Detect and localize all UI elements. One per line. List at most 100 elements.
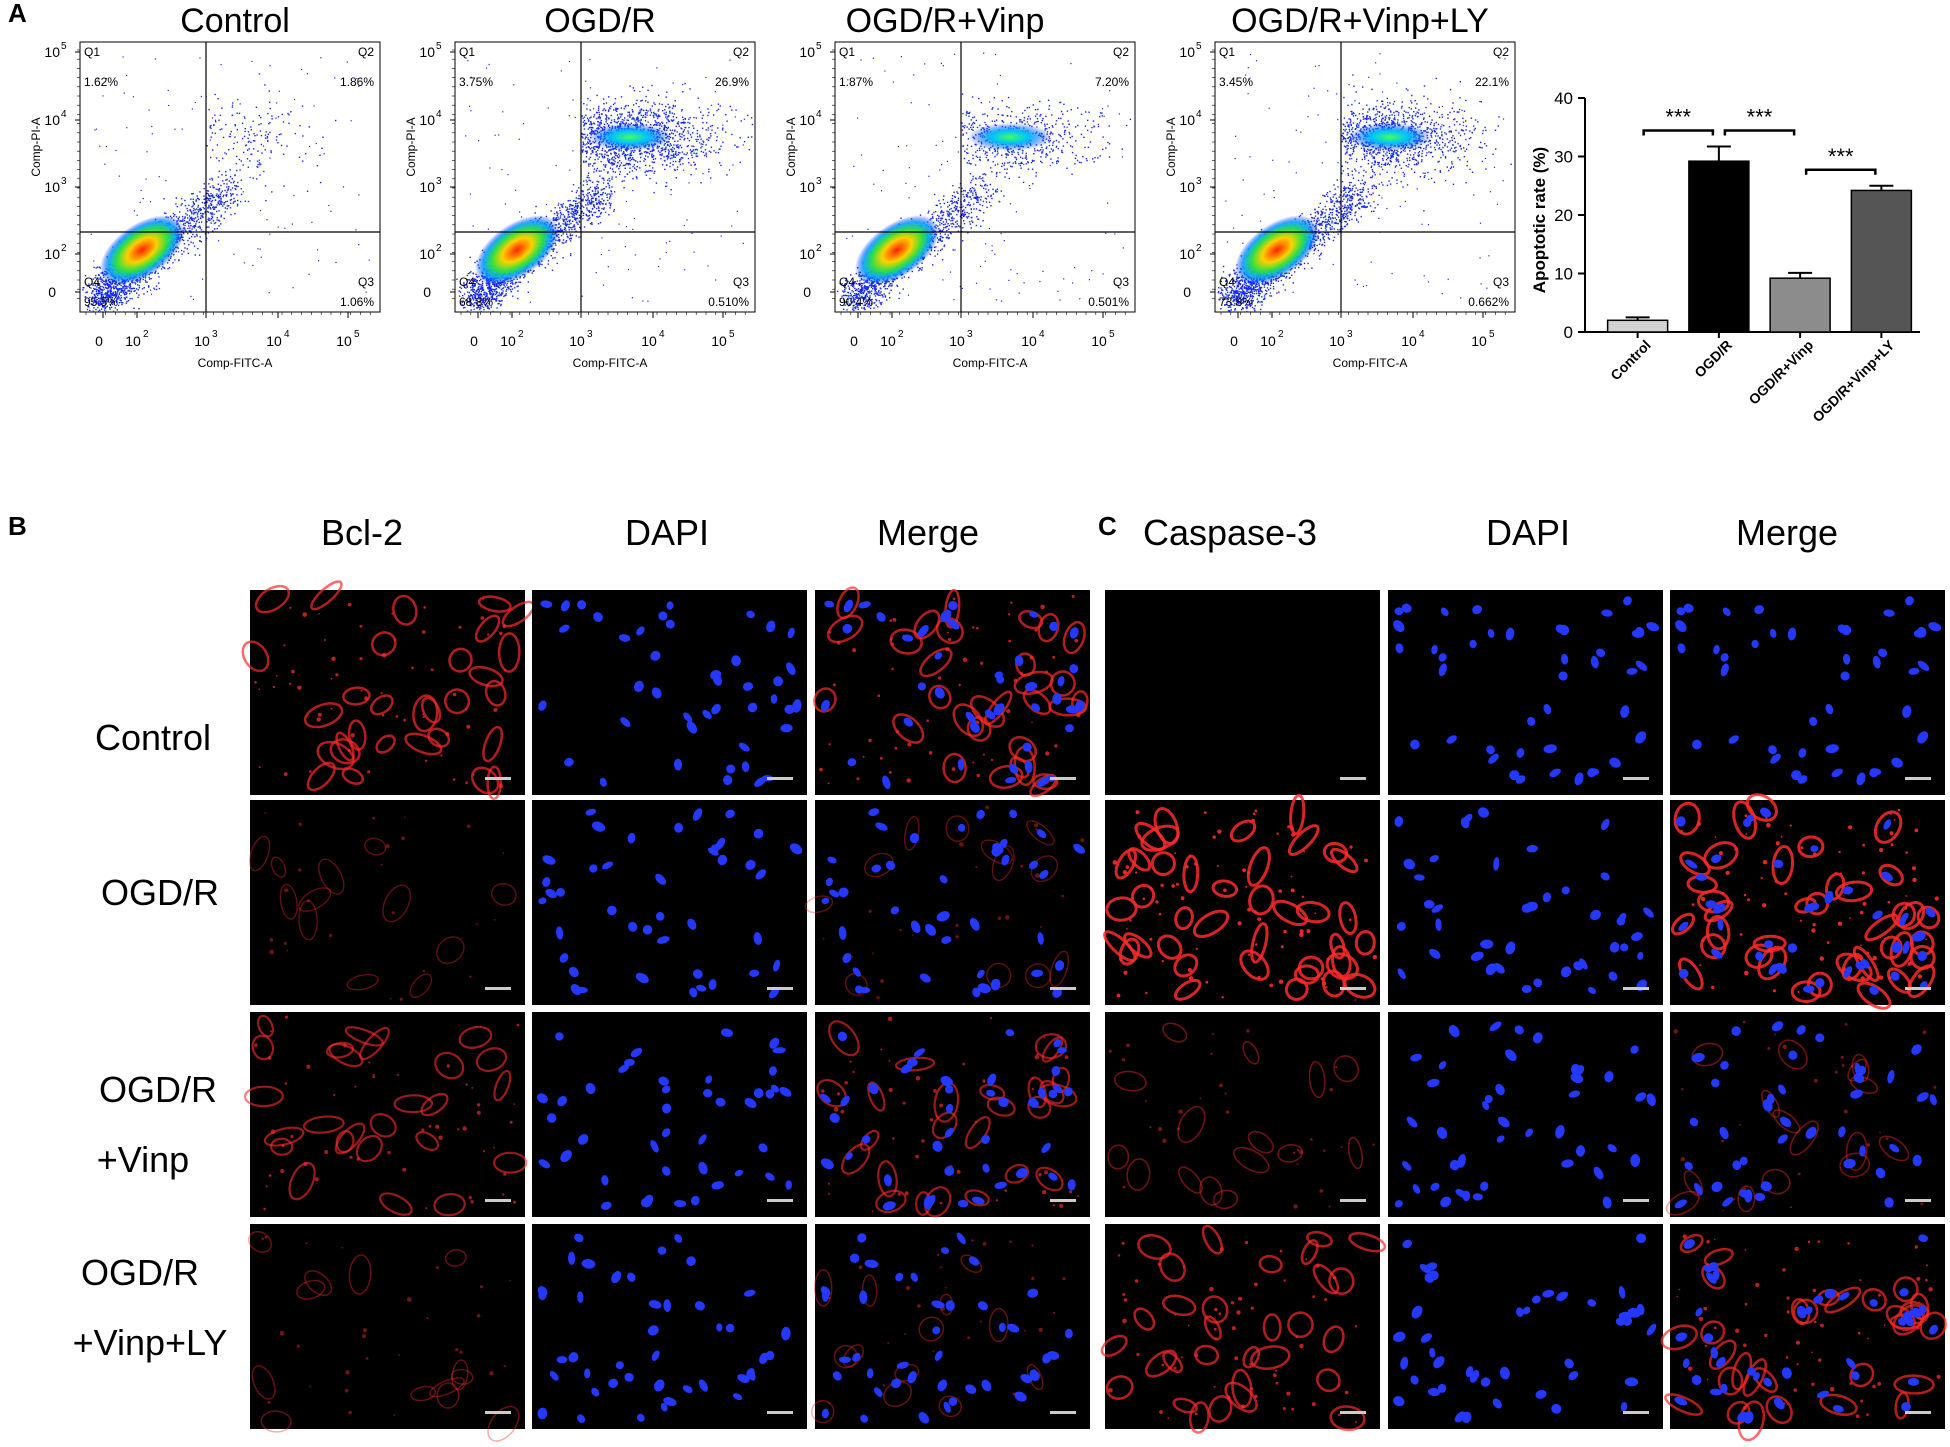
y-tick-label: 10 — [419, 246, 435, 262]
significance-bracket-3: *** — [1806, 144, 1875, 175]
y-axis-label: Comp-PI-A — [404, 117, 418, 176]
y-tick-label: 10 — [799, 179, 815, 195]
y-tick-exponent: 5 — [436, 41, 442, 52]
x-tick-label: 10 — [500, 333, 516, 349]
row-label-ogdr-vinp-1: OGD/R — [99, 1069, 217, 1110]
scale-bar — [485, 777, 511, 780]
x-tick-label: OGD/R — [1691, 337, 1735, 381]
panel-label-c: C — [1098, 511, 1117, 541]
scale-bar — [1340, 777, 1366, 780]
x-tick-label: 10 — [1329, 333, 1345, 349]
quadrant-q2-value: 1.86% — [340, 75, 374, 89]
quadrant-name-q2: Q2 — [733, 45, 749, 59]
y-tick-label: 10 — [1179, 44, 1195, 60]
y-tick-exponent: 5 — [1196, 41, 1202, 52]
x-tick-label: 10 — [711, 333, 727, 349]
flow-title: OGD/R — [544, 2, 655, 40]
bcl2-tile-row-3 — [245, 1012, 526, 1219]
dapi-tile-row-4 — [532, 1224, 807, 1429]
bcl2-tile-row-1 — [238, 578, 538, 799]
q2-density-cluster — [1348, 123, 1432, 151]
y-tick-exponent: 3 — [436, 176, 442, 187]
scale-bar — [767, 987, 793, 990]
x-tick-exponent: 5 — [1489, 329, 1495, 340]
y-tick-label: 0 — [423, 284, 431, 300]
tile-background — [250, 1012, 525, 1217]
bracket-line — [1644, 131, 1713, 136]
panel-label-a: A — [8, 0, 27, 28]
quadrant-name-q1: Q1 — [459, 45, 475, 59]
significance-label: *** — [1747, 105, 1773, 130]
quadrant-q1-value: 1.62% — [84, 75, 118, 89]
quadrant-name-q1: Q1 — [1219, 45, 1235, 59]
x-tick-label: OGD/R+Vinp+LY — [1809, 336, 1898, 425]
x-tick-label: 0 — [1230, 333, 1238, 349]
tile-background — [1388, 590, 1663, 795]
column-header-dapi: DAPI — [1486, 512, 1570, 553]
scale-bar — [1905, 1199, 1931, 1202]
y-tick-exponent: 2 — [436, 243, 442, 254]
tile-background — [1388, 1012, 1663, 1217]
y-tick-label: 20 — [1554, 206, 1573, 225]
quadrant-q2-value: 26.9% — [715, 75, 749, 89]
quadrant-q4-value: 95.5% — [84, 295, 118, 309]
y-tick-label: 40 — [1554, 89, 1573, 108]
significance-label: *** — [1665, 105, 1691, 130]
y-tick-label: 10 — [44, 112, 60, 128]
tile-background — [1670, 1224, 1945, 1429]
y-tick-label: 10 — [1554, 265, 1573, 284]
scale-bar — [767, 1411, 793, 1414]
x-tick-label: 10 — [1471, 333, 1487, 349]
quadrant-q4-value: 73.8% — [1219, 295, 1253, 309]
bcl2-merge-tile-row-4 — [811, 1224, 1090, 1429]
scale-bar — [1623, 777, 1649, 780]
y-tick-label: 10 — [419, 44, 435, 60]
y-tick-label: 0 — [1564, 323, 1573, 342]
x-tick-label: 10 — [880, 333, 896, 349]
x-axis-label: Comp-FITC-A — [573, 356, 648, 370]
scale-bar — [485, 1411, 511, 1414]
flow-panel-3: OGD/R+Vinp — [846, 2, 1045, 40]
y-tick-exponent: 4 — [61, 109, 67, 120]
q2-density-cluster — [968, 123, 1052, 151]
caspase3-tile-row-2 — [1101, 795, 1380, 1005]
column-header-merge: Merge — [877, 512, 979, 553]
row-label-ogdr: OGD/R — [101, 872, 219, 913]
y-tick-label: 0 — [803, 284, 811, 300]
bcl2-tile-row-4 — [245, 1224, 525, 1442]
scale-bar — [1050, 1411, 1076, 1414]
quadrant-name-q4: Q4 — [1219, 275, 1235, 289]
micrograph-grid — [238, 578, 1950, 1442]
scale-bar — [1623, 1411, 1649, 1414]
scale-bar — [1905, 987, 1931, 990]
x-tick-label: 0 — [850, 333, 858, 349]
y-tick-exponent: 3 — [1196, 176, 1202, 187]
column-header-bcl2: Bcl-2 — [321, 512, 403, 553]
flow-title: OGD/R+Vinp+LY — [1231, 2, 1489, 40]
x-tick-label: 0 — [95, 333, 103, 349]
quadrant-q1-value: 3.75% — [459, 75, 493, 89]
dapi-tile-row-3 — [1388, 1012, 1663, 1217]
significance-bracket-2: *** — [1725, 105, 1794, 136]
dapi-tile-row-2 — [1388, 800, 1663, 1005]
y-axis-label: Apoptotic rate (%) — [1530, 147, 1549, 293]
scale-bar — [1623, 1199, 1649, 1202]
x-axis-label: Comp-FITC-A — [198, 356, 273, 370]
x-tick-exponent: 4 — [1419, 329, 1425, 340]
y-tick-exponent: 5 — [816, 41, 822, 52]
caspase3-tile-row-3 — [1105, 1012, 1380, 1217]
y-tick-exponent: 4 — [1196, 109, 1202, 120]
bcl2-merge-tile-row-1 — [811, 584, 1090, 800]
x-tick-label: 10 — [1021, 333, 1037, 349]
x-tick-label: 10 — [1260, 333, 1276, 349]
y-tick-exponent: 4 — [436, 109, 442, 120]
tile-background — [532, 1012, 807, 1217]
scale-bar — [767, 1199, 793, 1202]
quadrant-q3-value: 0.662% — [1468, 295, 1509, 309]
